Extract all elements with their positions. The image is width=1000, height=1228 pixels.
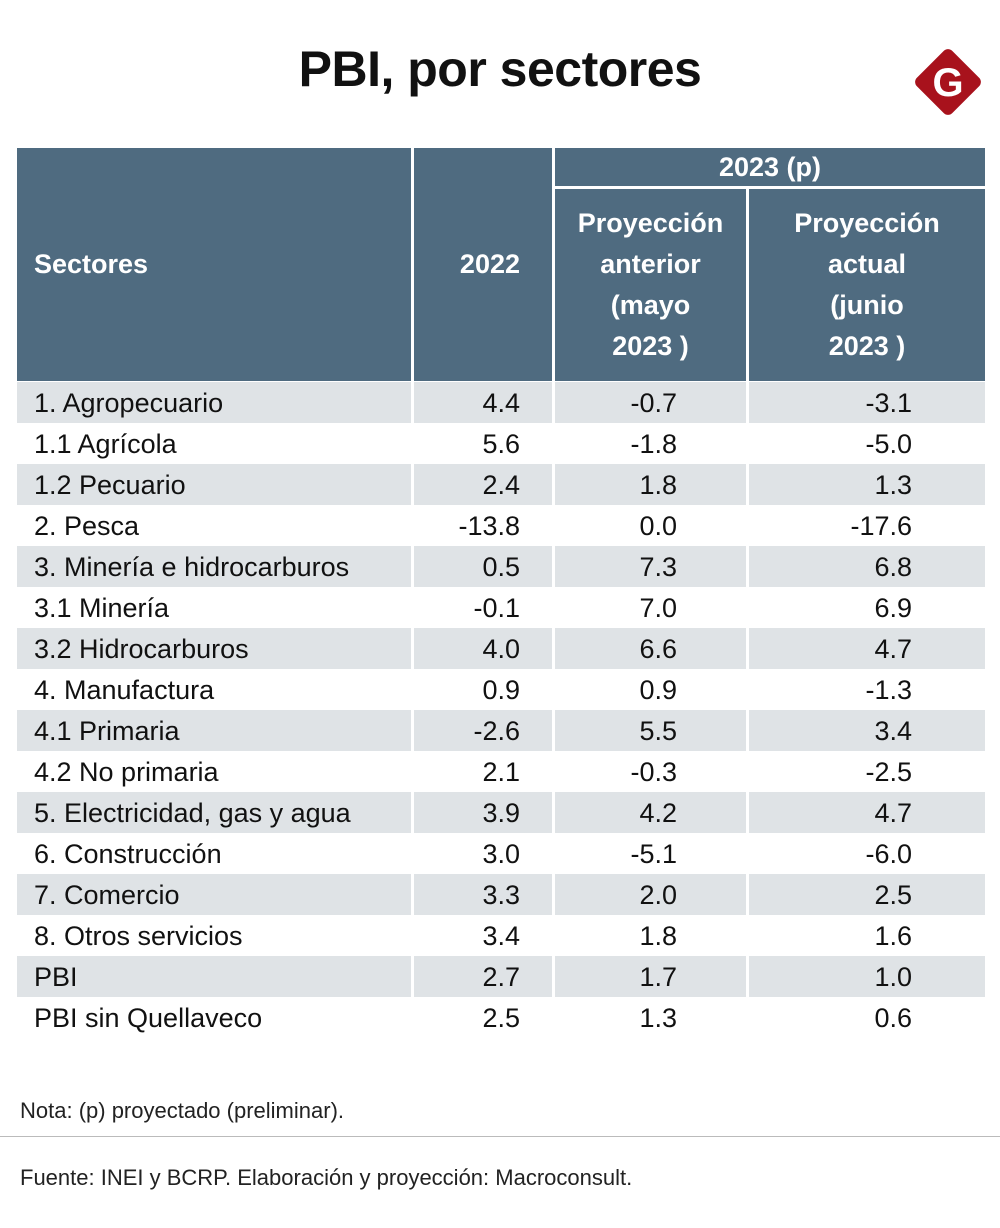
table-row: 5. Electricidad, gas y agua 3.9 4.2 4.7 [17,792,985,833]
header-proyeccion-anterior: Proyección anterior (mayo 2023 ) [555,189,746,381]
proyeccion-actual-cell: 1.0 [749,956,985,997]
proyeccion-actual-cell: 2.5 [749,874,985,915]
note: Nota: (p) proyectado (preliminar). [20,1098,345,1123]
table-row: 7. Comercio 3.3 2.0 2.5 [17,874,985,915]
table-row: 8. Otros servicios 3.4 1.8 1.6 [17,915,985,956]
sector-cell: 1.2 Pecuario [17,464,411,505]
table-row: PBI 2.7 1.7 1.0 [17,956,985,997]
header-sectores: Sectores [17,148,411,381]
value-2022-cell: 4.0 [414,628,552,669]
value-2022-cell: 4.4 [414,382,552,423]
value-2022-cell: 0.5 [414,546,552,587]
value-2022-cell: 3.3 [414,874,552,915]
proyeccion-anterior-cell: 1.8 [555,464,746,505]
proyeccion-anterior-cell: 7.3 [555,546,746,587]
sector-cell: 1. Agropecuario [17,382,411,423]
proyeccion-anterior-cell: -5.1 [630,839,677,869]
table-row: 1.2 Pecuario 2.4 1.8 1.3 [17,464,985,505]
table-row: 6. Construcción 3.0 -5.1 -6.0 [17,833,985,874]
sector-cell: 6. Construcción [34,839,222,869]
sector-cell: 2. Pesca [34,511,140,541]
value-2022-cell: 2.7 [414,956,552,997]
proyeccion-actual-cell: 3.4 [749,710,985,751]
sector-cell: 3.1 Minería [34,593,170,623]
proyeccion-actual-cell: 1.6 [874,921,912,951]
proyeccion-actual-cell: -3.1 [749,382,985,423]
value-2022-cell: -0.1 [473,593,520,623]
proyeccion-actual-cell: -1.3 [865,675,912,705]
proyeccion-anterior-cell: 1.8 [639,921,677,951]
proyeccion-actual-cell: -5.0 [865,429,912,459]
sector-cell: 7. Comercio [17,874,411,915]
proyeccion-actual-cell: 0.6 [874,1003,912,1033]
header-line: Proyección [794,208,940,238]
value-2022-cell: 2.5 [482,1003,520,1033]
sector-cell: 3.2 Hidrocarburos [17,628,411,669]
table-row: 2. Pesca -13.8 0.0 -17.6 [17,505,985,546]
proyeccion-actual-cell: 4.7 [749,628,985,669]
table-row: 1.1 Agrícola 5.6 -1.8 -5.0 [17,423,985,464]
proyeccion-actual-cell: 4.7 [749,792,985,833]
table-row: 3.1 Minería -0.1 7.0 6.9 [17,587,985,628]
sector-cell: 4.1 Primaria [17,710,411,751]
proyeccion-anterior-cell: -0.7 [555,382,746,423]
value-2022-cell: -13.8 [458,511,520,541]
value-2022-cell: 3.9 [414,792,552,833]
proyeccion-anterior-cell: 1.3 [639,1003,677,1033]
proyeccion-anterior-cell: -0.3 [630,757,677,787]
proyeccion-anterior-cell: 5.5 [555,710,746,751]
value-2022-cell: 5.6 [482,429,520,459]
table-row: 4.1 Primaria -2.6 5.5 3.4 [17,710,985,751]
value-2022-cell: 3.0 [482,839,520,869]
sector-cell: 4.2 No primaria [34,757,219,787]
value-2022-cell: 0.9 [482,675,520,705]
value-2022-cell: 3.4 [482,921,520,951]
header-line: Proyección [577,208,724,238]
header-2022: 2022 [414,148,552,381]
header-proyeccion-actual: Proyección actual (junio 2023 ) [749,189,985,381]
table-row: PBI sin Quellaveco 2.5 1.3 0.6 [17,997,985,1038]
table-row: 1. Agropecuario 4.4 -0.7 -3.1 [17,382,985,423]
page-title: PBI, por sectores [298,41,702,97]
svg-text:G: G [932,61,963,105]
proyeccion-anterior-cell: 1.7 [555,956,746,997]
proyeccion-anterior-cell: 6.6 [555,628,746,669]
table-row: 3.2 Hidrocarburos 4.0 6.6 4.7 [17,628,985,669]
table-row: 4.2 No primaria 2.1 -0.3 -2.5 [17,751,985,792]
proyeccion-anterior-cell: 7.0 [639,593,677,623]
value-2022-cell: 2.4 [414,464,552,505]
sector-cell: PBI [17,956,411,997]
sector-cell: 5. Electricidad, gas y agua [17,792,411,833]
sector-cell: PBI sin Quellaveco [34,1003,263,1033]
logo-g-icon: G [915,49,981,115]
proyeccion-actual-cell: 1.3 [749,464,985,505]
sector-cell: 1.1 Agrícola [34,429,177,459]
proyeccion-anterior-cell: 0.0 [639,511,677,541]
header-line: (junio [830,290,904,320]
table-row: 4. Manufactura 0.9 0.9 -1.3 [17,669,985,710]
proyeccion-anterior-cell: -1.8 [630,429,677,459]
header-line: anterior [600,249,701,279]
sector-cell: 3. Minería e hidrocarburos [17,546,411,587]
value-2022-cell: -2.6 [414,710,552,751]
sector-cell: 8. Otros servicios [34,921,243,951]
sector-cell: 4. Manufactura [34,675,215,705]
header-line: 2023 ) [612,331,689,361]
proyeccion-actual-cell: 6.8 [749,546,985,587]
proyeccion-anterior-cell: 4.2 [555,792,746,833]
header-2023-group: 2023 (p) [555,148,985,186]
table-row: 3. Minería e hidrocarburos 0.5 7.3 6.8 [17,546,985,587]
header-line: (mayo [610,290,691,320]
proyeccion-anterior-cell: 0.9 [639,675,677,705]
proyeccion-actual-cell: -2.5 [865,757,912,787]
source: Fuente: INEI y BCRP. Elaboración y proye… [20,1165,633,1190]
value-2022-cell: 2.1 [482,757,520,787]
proyeccion-anterior-cell: 2.0 [555,874,746,915]
header-line: 2023 ) [828,331,906,361]
divider [0,1136,1000,1137]
proyeccion-actual-cell: 6.9 [874,593,912,623]
proyeccion-actual-cell: -17.6 [850,511,912,541]
proyeccion-actual-cell: -6.0 [865,839,912,869]
header-line: actual [827,249,907,279]
